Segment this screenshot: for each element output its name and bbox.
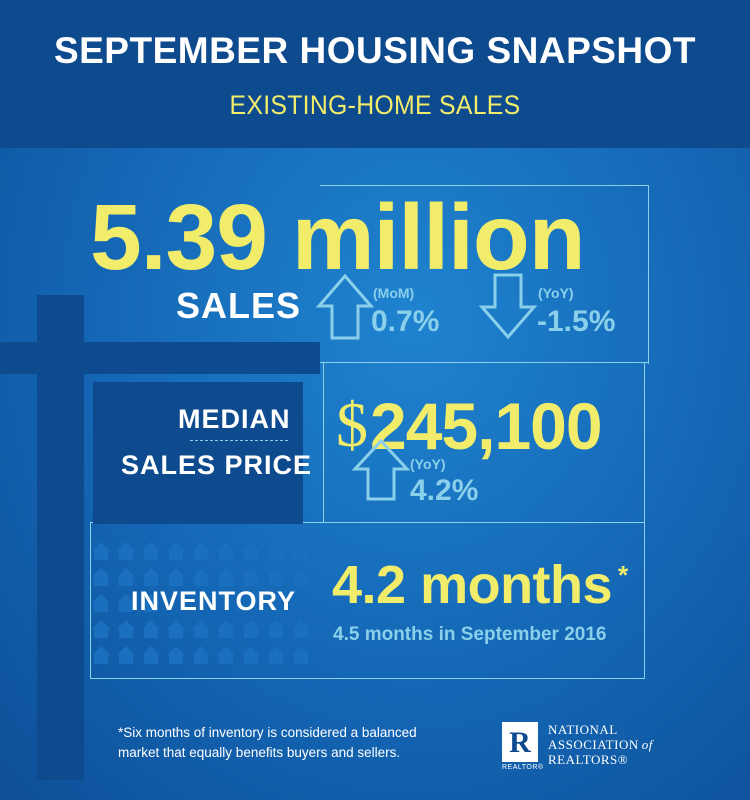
footnote-line2: market that equally benefits buyers and … [118, 745, 401, 760]
inventory-comparison: 4.5 months in September 2016 [333, 624, 607, 645]
sales-yoy-value: -1.5% [537, 305, 616, 338]
sales-label: SALES [176, 285, 302, 326]
logo-wordmark: NATIONAL ASSOCIATION of REALTORS® [548, 722, 653, 767]
footnote: *Six months of inventory is considered a… [118, 723, 438, 763]
logo-line2: ASSOCIATION of [548, 737, 653, 752]
header-band: SEPTEMBER HOUSING SNAPSHOT EXISTING-HOME… [0, 0, 750, 148]
median-price-value: 245,100 [370, 389, 603, 463]
median-price-currency: $ [336, 389, 368, 460]
arrow-up-icon [352, 438, 410, 501]
logo-line2a: ASSOCIATION [548, 737, 639, 752]
sales-frame-bottom [320, 362, 648, 363]
logo-line3: REALTORS® [548, 752, 629, 767]
logo-line2b: of [641, 737, 653, 752]
signpost-crossbar [0, 342, 320, 374]
inventory-asterisk: * [618, 560, 629, 590]
logo-line1: NATIONAL [548, 722, 618, 737]
sales-value: 5.39 million [90, 185, 586, 289]
sales-mom-label: (MoM) [373, 285, 415, 301]
footnote-line1: *Six months of inventory is considered a… [118, 725, 417, 740]
arrow-down-icon [479, 273, 537, 340]
label-divider [190, 440, 288, 441]
logo-realtor-caption: REALTOR® [502, 764, 544, 771]
realtor-r-logo: R [502, 722, 538, 762]
inventory-value: 4.2 months [332, 555, 613, 615]
signpost-post [37, 295, 84, 780]
nar-logo: R REALTOR® NATIONAL ASSOCIATION of REALTO… [502, 720, 702, 780]
median-price-yoy-value: 4.2% [410, 474, 479, 507]
logo-mark-letter: R [509, 726, 531, 759]
median-price-yoy-label: (YoY) [410, 456, 446, 472]
page-title: SEPTEMBER HOUSING SNAPSHOT [53, 30, 697, 71]
median-price-label-box [93, 382, 303, 524]
sales-mom-value: 0.7% [371, 305, 440, 338]
inventory-frame [90, 522, 645, 679]
sales-yoy-label: (YoY) [538, 285, 574, 301]
inventory-label: INVENTORY [131, 586, 297, 616]
median-price-label-line1: MEDIAN [178, 404, 291, 434]
arrow-up-icon [316, 273, 374, 340]
sales-frame [320, 185, 649, 364]
median-price-label-line2: SALES PRICE [121, 450, 313, 480]
page-subtitle: EXISTING-HOME SALES [229, 90, 521, 120]
